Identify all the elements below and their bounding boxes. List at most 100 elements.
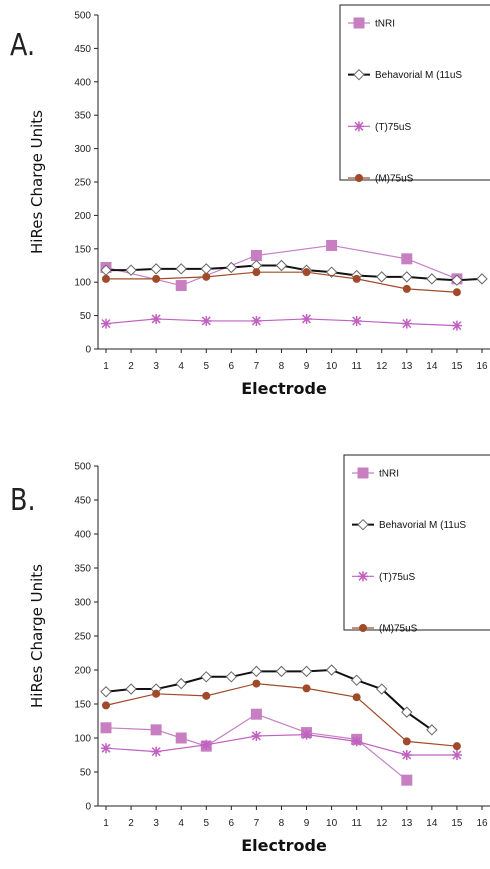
data-point xyxy=(401,271,413,283)
x-tick-label: 12 xyxy=(376,361,388,372)
series--t-75us xyxy=(101,313,462,331)
x-tick-label: 1 xyxy=(103,818,109,829)
series-line xyxy=(105,244,458,287)
data-point xyxy=(201,315,212,326)
series-line xyxy=(105,682,457,747)
y-tick-label: 50 xyxy=(80,311,92,322)
panel-label: A. xyxy=(10,28,36,63)
x-tick-label: 7 xyxy=(254,818,260,829)
data-point xyxy=(302,268,311,277)
panel-label: B. xyxy=(10,483,36,518)
data-point xyxy=(202,691,211,700)
y-tick-label: 150 xyxy=(74,700,91,711)
data-point xyxy=(426,273,438,285)
data-point xyxy=(401,253,413,265)
series-line xyxy=(106,264,483,282)
y-tick-label: 250 xyxy=(74,178,91,189)
series--m-75us xyxy=(102,679,461,751)
legend-entry-label: (T)75uS xyxy=(375,122,411,133)
x-tick-label: 10 xyxy=(326,818,338,829)
data-point xyxy=(175,677,187,690)
data-point xyxy=(358,571,368,582)
data-point xyxy=(402,737,411,746)
x-tick-label: 3 xyxy=(153,818,159,829)
x-tick-label: 6 xyxy=(229,818,235,829)
data-point xyxy=(250,708,262,720)
y-axis-label: HiRes Charge Units xyxy=(28,564,46,708)
x-axis-label: Electrode xyxy=(241,836,327,855)
data-point xyxy=(102,274,110,283)
data-point xyxy=(325,664,338,676)
x-tick-label: 16 xyxy=(476,818,488,829)
data-point xyxy=(476,273,488,285)
y-tick-label: 500 xyxy=(74,11,91,22)
legend-entry-label: (M)75uS xyxy=(379,624,418,635)
y-tick-label: 350 xyxy=(74,111,91,122)
data-point xyxy=(150,263,162,275)
x-tick-label: 11 xyxy=(351,818,362,829)
data-point xyxy=(201,739,212,750)
data-point xyxy=(353,17,365,29)
x-tick-label: 11 xyxy=(351,361,362,372)
x-tick-label: 9 xyxy=(304,818,310,829)
x-tick-label: 13 xyxy=(401,818,413,829)
data-point xyxy=(300,665,313,678)
x-tick-label: 14 xyxy=(426,361,438,372)
data-point xyxy=(451,274,463,286)
x-tick-label: 5 xyxy=(203,818,209,829)
x-tick-label: 8 xyxy=(279,361,285,372)
data-point xyxy=(150,724,162,736)
x-tick-label: 2 xyxy=(128,361,134,372)
x-tick-label: 6 xyxy=(229,361,235,372)
series-behavorial-m-11us xyxy=(100,664,438,736)
data-point xyxy=(352,274,361,283)
data-point xyxy=(175,732,187,744)
data-point xyxy=(152,689,161,698)
legend-box xyxy=(339,4,490,181)
x-tick-label: 4 xyxy=(178,361,184,372)
x-tick-label: 14 xyxy=(426,818,438,829)
x-tick-label: 15 xyxy=(451,361,463,372)
y-tick-label: 400 xyxy=(74,530,91,541)
data-point xyxy=(326,239,338,251)
data-point xyxy=(151,746,162,757)
data-point xyxy=(353,68,365,81)
y-axis-label: HiRes Charge Units xyxy=(28,110,46,254)
chart-panel-b: B. 0 50 100 150 200 250 300 350 400 450 500 1 2 3 4 5 6 7… xyxy=(0,430,490,869)
y-tick-label: 300 xyxy=(74,144,91,155)
series-line xyxy=(105,318,457,327)
data-point xyxy=(100,722,112,734)
x-tick-label: 10 xyxy=(326,361,338,372)
data-point xyxy=(102,701,110,710)
data-point xyxy=(101,743,111,754)
data-point xyxy=(352,693,361,702)
y-tick-label: 100 xyxy=(74,278,91,289)
y-tick-label: 350 xyxy=(74,564,91,575)
data-point xyxy=(250,249,262,261)
y-tick-label: 0 xyxy=(85,802,91,813)
data-point xyxy=(152,274,161,283)
data-point xyxy=(252,268,261,277)
data-point xyxy=(451,320,462,331)
x-tick-label: 9 xyxy=(304,361,310,372)
legend-entry-label: (T)75uS xyxy=(379,572,415,583)
x-tick-label: 1 xyxy=(103,361,109,372)
data-point xyxy=(202,272,211,281)
data-point xyxy=(376,271,388,283)
legend-box xyxy=(343,454,490,631)
legend-entry-label: Behavorial M (11uS xyxy=(375,70,462,81)
y-tick-label: 400 xyxy=(74,77,91,88)
x-tick-label: 8 xyxy=(279,818,285,829)
x-tick-label: 7 xyxy=(254,361,260,372)
x-tick-label: 2 xyxy=(128,818,134,829)
data-point xyxy=(200,671,212,683)
data-point xyxy=(251,315,262,326)
data-point xyxy=(401,774,413,786)
y-tick-label: 0 xyxy=(85,345,91,356)
legend: tNRI Behavorial M (11uS (T)75uS (M)75uS xyxy=(343,454,490,635)
data-point xyxy=(125,264,137,276)
data-point xyxy=(452,742,461,751)
x-tick-label: 13 xyxy=(401,361,413,372)
data-point xyxy=(451,750,462,760)
data-point xyxy=(359,624,367,632)
